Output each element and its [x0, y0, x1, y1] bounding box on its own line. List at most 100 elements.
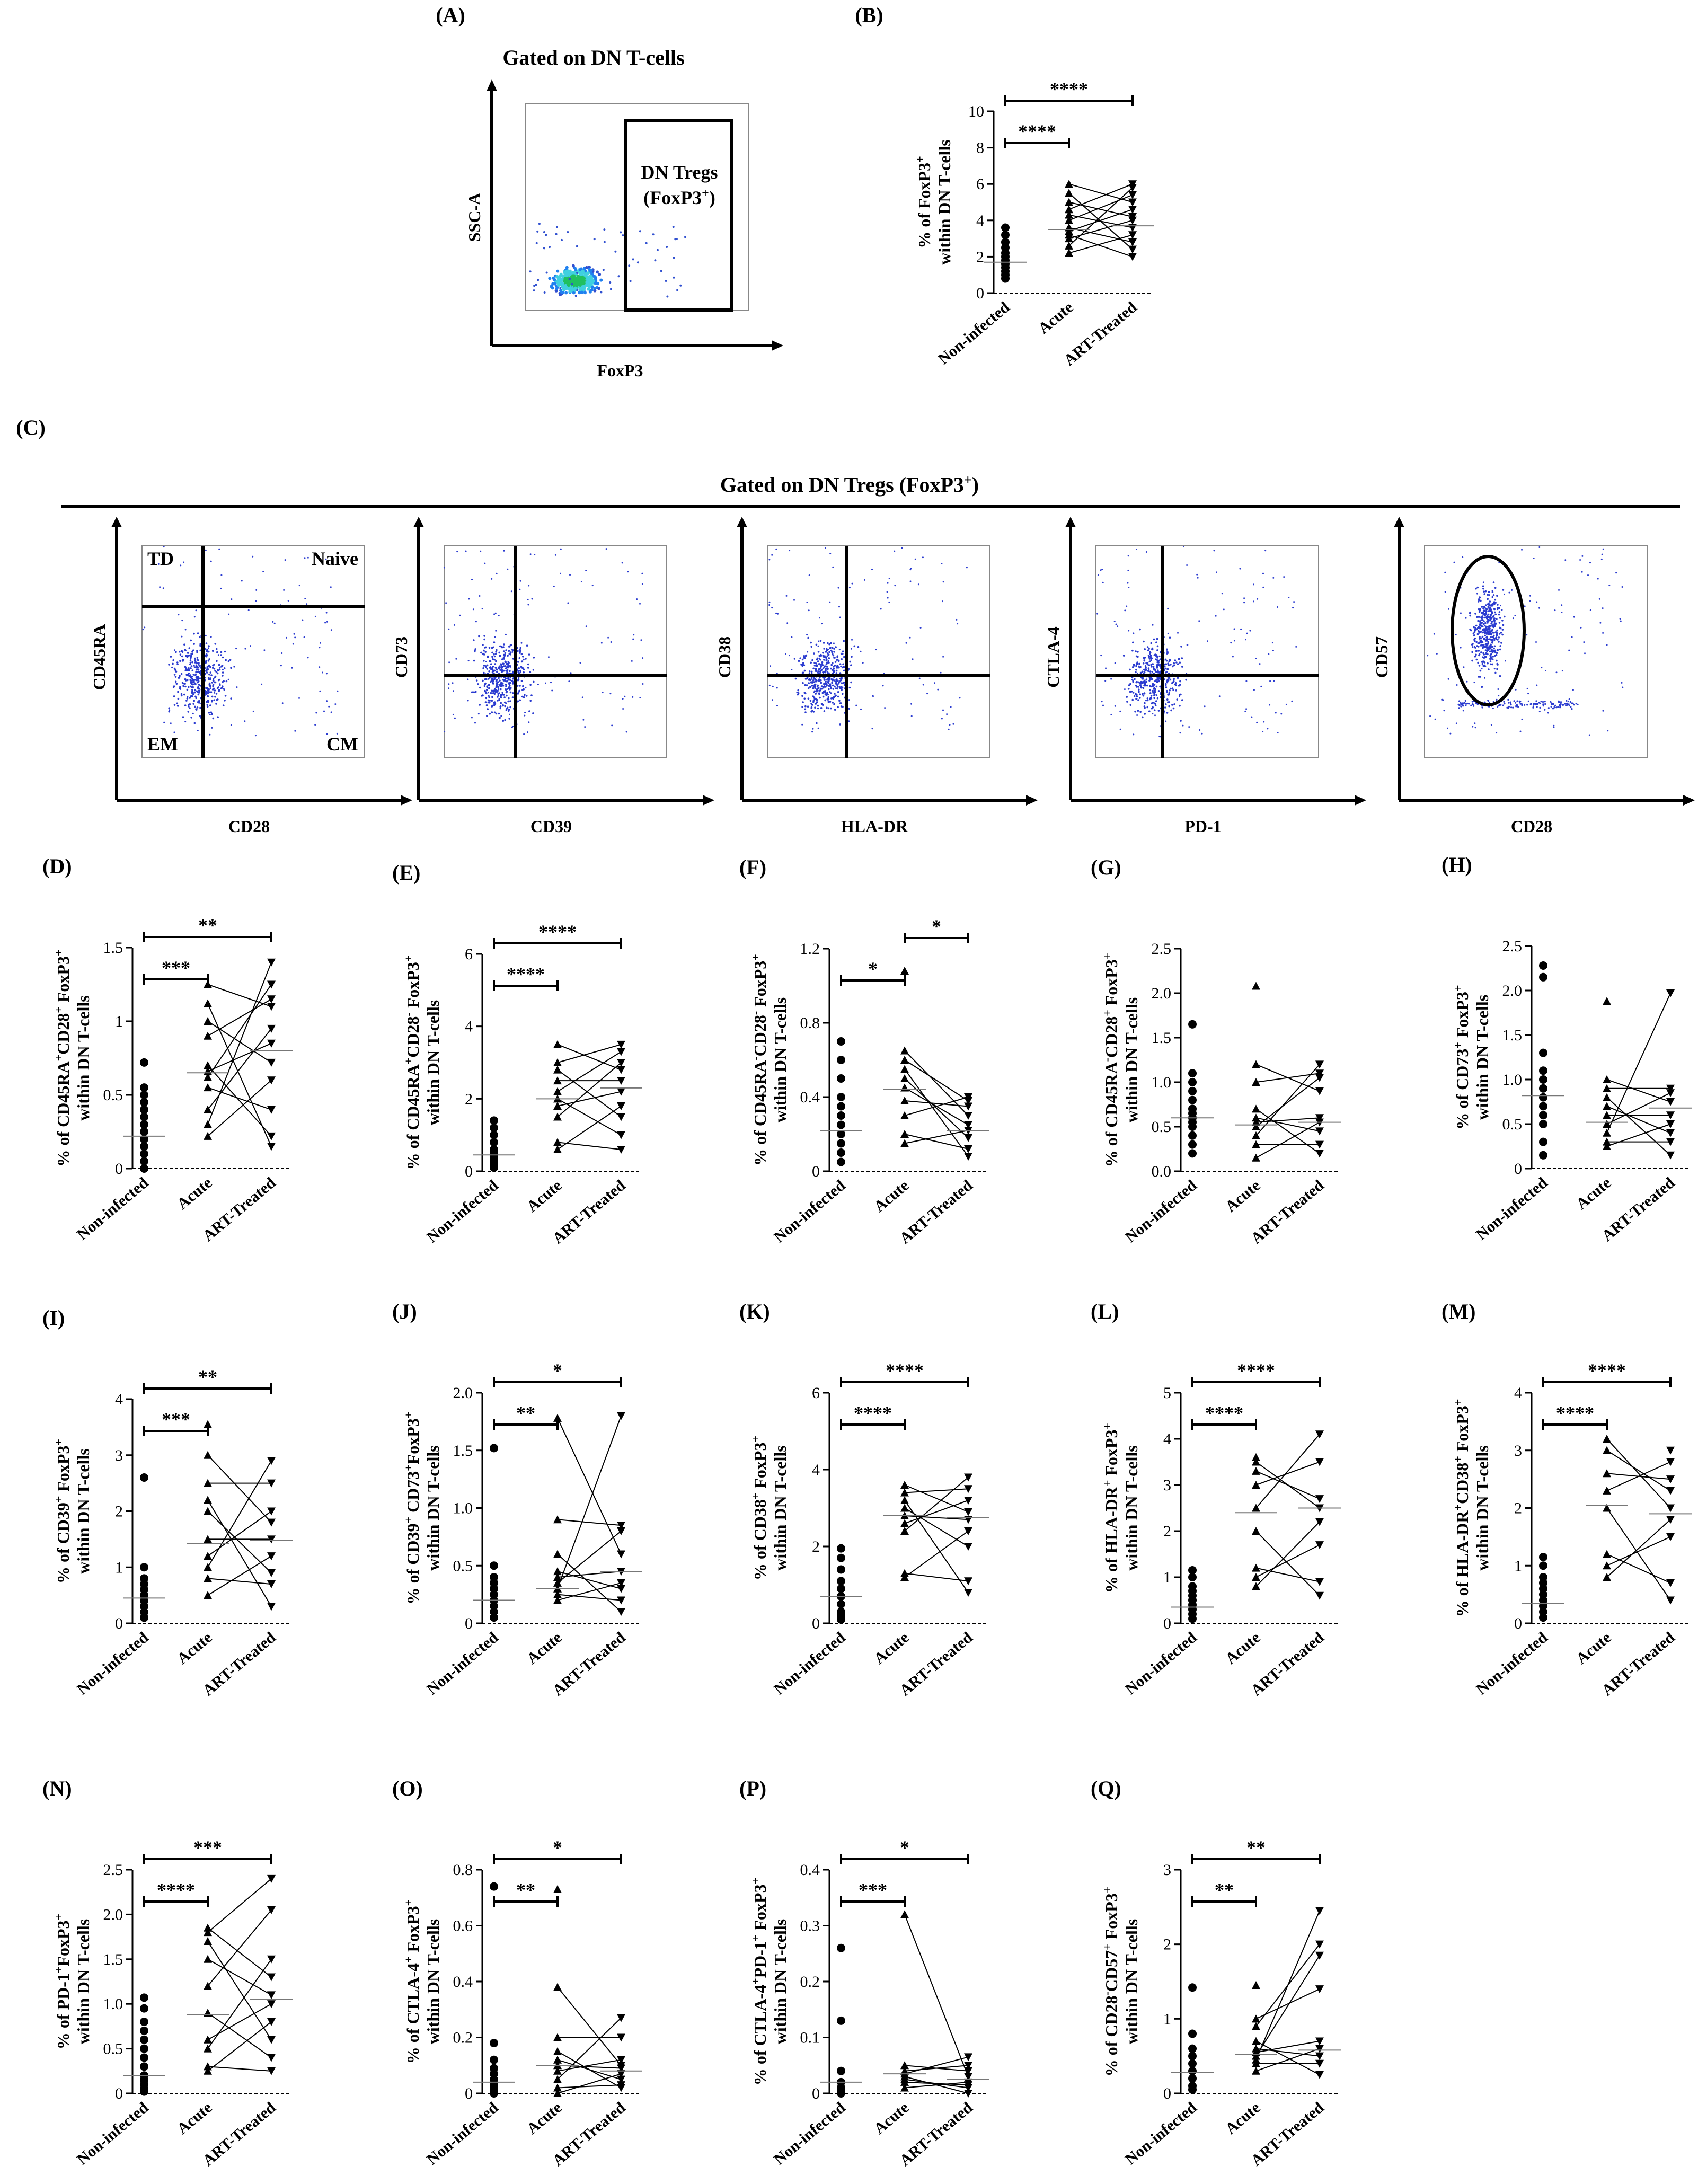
point-art-treated: [1315, 1951, 1324, 1960]
significance-stars: **: [516, 1879, 535, 1900]
flow-event: [816, 690, 818, 692]
flow-event: [493, 704, 496, 706]
flow-event: [1280, 713, 1283, 715]
flow-event: [946, 713, 948, 715]
flow-event: [811, 685, 813, 687]
flow-event: [163, 546, 165, 548]
significance-stars: **: [198, 1366, 217, 1387]
flow-event: [489, 712, 491, 715]
flow-event: [483, 635, 485, 637]
flow-event: [807, 705, 809, 708]
flow-event: [1165, 720, 1167, 722]
flow-event: [1558, 701, 1560, 703]
flow-event: [1491, 620, 1493, 623]
flow-event: [821, 661, 824, 664]
flow-event: [1493, 622, 1496, 624]
flow-event: [1536, 601, 1538, 603]
point-art-treated: [267, 1955, 276, 1964]
point-art-treated: [1315, 1458, 1324, 1466]
flow-event: [1561, 670, 1563, 672]
point-art-treated: [1315, 1087, 1324, 1095]
flow-event: [501, 670, 503, 673]
flow-event: [1144, 648, 1146, 650]
flow-event: [197, 701, 199, 703]
flow-event: [1131, 649, 1134, 652]
flow-event: [1158, 671, 1161, 674]
flow-event: [1478, 653, 1481, 656]
flow-event: [1137, 699, 1139, 701]
flow-event: [820, 703, 823, 705]
flow-event: [1473, 682, 1475, 684]
paired-line: [904, 1068, 969, 1157]
flow-event: [247, 609, 250, 611]
flow-event: [855, 704, 857, 706]
flow-event: [813, 686, 816, 688]
flow-event: [471, 717, 473, 719]
flow-event: [1218, 695, 1221, 697]
flow-event: [536, 230, 539, 233]
paired-line: [207, 1003, 272, 1147]
panel-label-P: (P): [739, 1776, 766, 1800]
flow-y-label: CD38: [715, 636, 734, 678]
flow-event: [482, 667, 484, 669]
flow-event: [952, 723, 954, 725]
flow-event: [1153, 638, 1155, 641]
flow-event: [179, 653, 182, 656]
flow-event: [190, 679, 192, 682]
point-non-infected: [837, 1139, 845, 1148]
flow-event: [871, 728, 873, 730]
flow-event: [492, 692, 494, 694]
flow-event: [1488, 590, 1490, 593]
flow-event: [210, 560, 212, 562]
flow-event: [491, 711, 493, 713]
point-art-treated: [1128, 180, 1137, 189]
flow-event: [1144, 665, 1147, 667]
flow-event: [1232, 656, 1234, 658]
flow-event: [819, 667, 822, 669]
point-acute: [1065, 205, 1073, 214]
flow-event: [170, 656, 172, 658]
flow-event: [1477, 661, 1479, 664]
point-acute: [1252, 1563, 1260, 1572]
paired-line: [904, 1500, 969, 1593]
flow-event: [828, 685, 830, 687]
flow-event: [1602, 710, 1604, 712]
flow-event: [848, 699, 850, 701]
flow-event: [1558, 589, 1560, 591]
flow-event: [580, 285, 584, 289]
flow-event: [770, 665, 772, 667]
flow-event: [1436, 653, 1438, 655]
paired-line: [1606, 1473, 1671, 1480]
flow-event: [211, 667, 214, 669]
y-tick-label: 0.0: [1152, 1163, 1172, 1180]
flow-event: [572, 291, 576, 295]
significance-stars: ***: [162, 1409, 190, 1430]
flow-event: [197, 662, 199, 665]
flow-event: [1481, 662, 1484, 665]
y-tick-label: 4: [812, 1461, 820, 1479]
flow-event: [822, 695, 825, 698]
paired-line: [1255, 1521, 1320, 1587]
flow-event: [1113, 621, 1116, 622]
flow-event: [684, 236, 686, 238]
flow-event: [1143, 659, 1146, 662]
flow-event: [1536, 706, 1538, 708]
flow-event: [491, 651, 493, 654]
paired-line: [207, 962, 272, 1125]
flow-event: [528, 653, 530, 656]
flow-event: [1139, 628, 1141, 631]
flow-event: [1500, 704, 1502, 706]
y-tick-label: 3: [1163, 1861, 1171, 1879]
flow-event: [1148, 660, 1151, 662]
point-non-infected: [140, 1150, 148, 1159]
point-non-infected: [490, 1130, 498, 1139]
flow-event: [1496, 634, 1498, 636]
flow-event: [484, 666, 487, 668]
flow-event: [1602, 632, 1604, 634]
point-acute: [900, 1130, 909, 1138]
flow-event: [1137, 651, 1139, 653]
flow-event: [220, 587, 222, 589]
flow-event: [325, 612, 328, 614]
point-acute: [553, 1087, 562, 1095]
